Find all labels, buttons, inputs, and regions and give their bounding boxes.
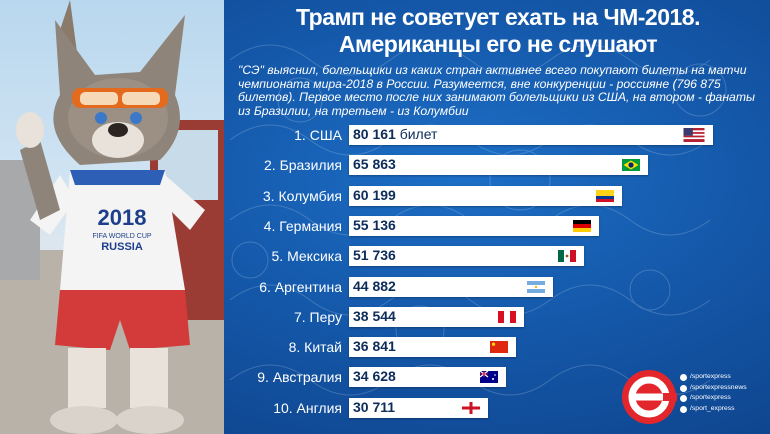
flag-colombia-icon (596, 189, 614, 202)
category-label: 4. Германия (263, 217, 342, 234)
value-label: 44 882 (353, 278, 396, 294)
category-label: 10. Англия (273, 399, 342, 416)
bar: 65 863 (349, 155, 648, 176)
value-number: 51 736 (353, 247, 396, 264)
flag-australia-icon (480, 371, 498, 384)
flag-china-icon (490, 341, 508, 354)
instagram-icon (680, 405, 687, 413)
flag-usa-icon (683, 128, 705, 142)
unit-label: билет (399, 126, 438, 142)
value-label: 80 161 билет (353, 126, 437, 142)
social-row-twitter[interactable]: /sportexpress (680, 393, 747, 404)
category-label: 5. Мексика (271, 248, 343, 265)
value-number: 80 161 (353, 126, 396, 142)
social-row-vk[interactable]: /sportexpress (680, 372, 747, 383)
social-row-instagram[interactable]: /sport_express (680, 404, 747, 415)
value-label: 55 136 (353, 217, 396, 233)
bar: 60 199 (349, 185, 622, 206)
value-number: 60 199 (353, 186, 396, 203)
bar: 30 711 (349, 397, 488, 418)
social-handle: /sportexpress (690, 373, 731, 380)
category-label: 7. Перу (293, 308, 342, 325)
bar: 38 544 (349, 306, 524, 327)
value-number: 38 544 (353, 307, 396, 324)
value-label: 51 736 (353, 247, 396, 263)
category-label: 6. Аргентина (259, 278, 342, 295)
bar: 55 136 (349, 215, 599, 236)
sport-express-logo-icon (622, 370, 677, 424)
value-label: 65 863 (353, 156, 396, 172)
value-label: 36 841 (353, 338, 396, 354)
value-number: 65 863 (353, 156, 396, 173)
social-row-facebook[interactable]: /sportexpressnews (680, 383, 747, 394)
value-number: 34 628 (353, 368, 396, 385)
bar: 34 628 (349, 367, 506, 388)
value-number: 44 882 (353, 277, 396, 294)
value-label: 34 628 (353, 368, 396, 384)
category-label: 9. Австралия (257, 369, 342, 386)
facebook-icon (680, 384, 687, 392)
flag-england-icon (462, 401, 480, 414)
value-label: 38 544 (353, 308, 396, 324)
shirt-caption: FIFA WORLD CUP (92, 233, 151, 240)
mascot-photo: 2018 FIFA WORLD CUP RUSSIA (0, 0, 224, 434)
twitter-icon (680, 395, 687, 403)
bar: 80 161 билет (349, 125, 713, 145)
shirt-year: 2018 (98, 205, 147, 230)
value-number: 30 711 (353, 398, 396, 415)
value-number: 36 841 (353, 338, 396, 355)
social-handle: /sport_express (690, 405, 735, 413)
value-label: 60 199 (353, 187, 396, 203)
flag-mexico-icon (558, 250, 576, 263)
flag-brazil-icon (622, 159, 640, 172)
bar: 44 882 (349, 276, 553, 297)
headline: Трамп не советует ехать на ЧМ-2018. Амер… (238, 4, 758, 58)
category-label: 2. Бразилия (264, 157, 342, 174)
bar: 51 736 (349, 246, 584, 267)
value-number: 55 136 (353, 216, 396, 233)
description: "СЭ" выяснил, болельщики из каких стран … (238, 63, 755, 118)
social-handle: /sportexpressnews (690, 383, 747, 391)
bar: 36 841 (349, 337, 516, 358)
category-label: 8. Китай (288, 339, 342, 356)
social-handle: /sportexpress (690, 394, 731, 402)
value-label: 30 711 (353, 399, 395, 415)
social-links: /sportexpress /sportexpressnews /sportex… (680, 372, 747, 415)
mascot-illustration: 2018 FIFA WORLD CUP RUSSIA (0, 0, 224, 434)
shirt-country: RUSSIA (101, 241, 143, 253)
flag-peru-icon (498, 310, 516, 323)
flag-argentina-icon (527, 280, 545, 293)
headline-line-1: Трамп не советует ехать на ЧМ-2018. (296, 4, 701, 30)
vk-icon (680, 373, 687, 381)
flag-germany-icon (573, 219, 591, 232)
category-label: 3. Колумбия (262, 187, 342, 204)
category-label: 1. США (294, 127, 342, 143)
headline-line-2: Американцы его не слушают (338, 31, 658, 57)
